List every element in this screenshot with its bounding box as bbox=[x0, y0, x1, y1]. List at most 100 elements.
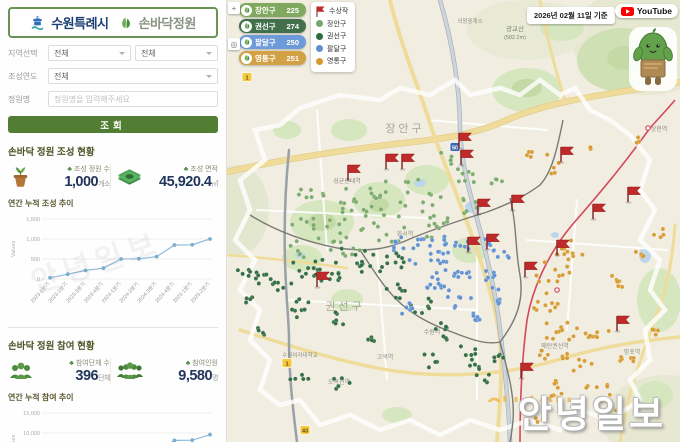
garden-dot-장안구[interactable] bbox=[424, 234, 430, 239]
garden-dot-권선구[interactable] bbox=[336, 383, 341, 389]
garden-dot-장안구[interactable] bbox=[367, 186, 373, 191]
garden-dot-영통구[interactable] bbox=[609, 273, 615, 279]
garden-dot-영통구[interactable] bbox=[535, 299, 541, 305]
garden-dot-영통구[interactable] bbox=[559, 327, 565, 333]
garden-dot-장안구[interactable] bbox=[343, 186, 349, 192]
garden-dot-장안구[interactable] bbox=[381, 212, 387, 218]
garden-dot-영통구[interactable] bbox=[555, 385, 561, 391]
garden-dot-팔달구[interactable] bbox=[501, 249, 507, 255]
garden-dot-장안구[interactable] bbox=[357, 247, 362, 253]
garden-dot-권선구[interactable] bbox=[428, 299, 434, 304]
garden-dot-권선구[interactable] bbox=[291, 260, 296, 265]
garden-dot-권선구[interactable] bbox=[432, 359, 438, 365]
garden-dot-권선구[interactable] bbox=[379, 264, 385, 270]
garden-dot-권선구[interactable] bbox=[384, 254, 390, 259]
garden-dot-장안구[interactable] bbox=[340, 251, 346, 256]
garden-dot-권선구[interactable] bbox=[353, 252, 358, 258]
garden-dot-권선구[interactable] bbox=[430, 352, 436, 357]
garden-dot-팔달구[interactable] bbox=[415, 242, 421, 248]
garden-dot-권선구[interactable] bbox=[329, 271, 335, 277]
garden-dot-팔달구[interactable] bbox=[429, 274, 435, 280]
garden-dot-영통구[interactable] bbox=[653, 332, 659, 338]
garden-dot-권선구[interactable] bbox=[247, 269, 253, 275]
garden-dot-장안구[interactable] bbox=[295, 248, 301, 254]
garden-dot-장안구[interactable] bbox=[383, 189, 388, 195]
award-flag-marker[interactable] bbox=[345, 164, 362, 182]
garden-dot-팔달구[interactable] bbox=[490, 285, 495, 291]
garden-dot-영통구[interactable] bbox=[542, 356, 548, 362]
garden-dot-권선구[interactable] bbox=[243, 300, 249, 305]
garden-dot-영통구[interactable] bbox=[533, 415, 539, 421]
district-pill-팔달구[interactable]: 팔달구 250 bbox=[239, 35, 306, 49]
garden-dot-팔달구[interactable] bbox=[483, 268, 489, 274]
garden-dot-장안구[interactable] bbox=[456, 179, 462, 184]
garden-dot-영통구[interactable] bbox=[634, 140, 639, 145]
garden-dot-권선구[interactable] bbox=[359, 259, 365, 265]
garden-dot-장안구[interactable] bbox=[448, 157, 454, 163]
garden-dot-팔달구[interactable] bbox=[428, 251, 433, 257]
garden-dot-장안구[interactable] bbox=[396, 214, 402, 219]
garden-dot-권선구[interactable] bbox=[438, 320, 444, 326]
garden-dot-영통구[interactable] bbox=[606, 328, 612, 334]
garden-dot-권선구[interactable] bbox=[458, 344, 464, 349]
garden-dot-권선구[interactable] bbox=[340, 321, 346, 327]
garden-dot-영통구[interactable] bbox=[543, 302, 548, 308]
award-flag-marker[interactable] bbox=[484, 233, 501, 251]
garden-dot-권선구[interactable] bbox=[289, 281, 294, 286]
garden-dot-영통구[interactable] bbox=[542, 259, 548, 265]
award-flag-marker[interactable] bbox=[458, 149, 475, 167]
garden-dot-권선구[interactable] bbox=[333, 321, 338, 326]
garden-dot-장안구[interactable] bbox=[466, 169, 471, 175]
garden-dot-장안구[interactable] bbox=[316, 235, 321, 241]
garden-dot-팔달구[interactable] bbox=[471, 313, 476, 319]
garden-dot-영통구[interactable] bbox=[549, 393, 554, 399]
garden-dot-권선구[interactable] bbox=[293, 376, 298, 382]
award-flag-marker[interactable] bbox=[554, 239, 571, 257]
garden-dot-팔달구[interactable] bbox=[427, 243, 433, 249]
garden-dot-권선구[interactable] bbox=[370, 252, 376, 257]
garden-dot-팔달구[interactable] bbox=[445, 294, 451, 300]
garden-dot-팔달구[interactable] bbox=[452, 243, 458, 249]
garden-dot-영통구[interactable] bbox=[619, 284, 625, 290]
garden-dot-권선구[interactable] bbox=[482, 378, 488, 383]
award-flag-marker[interactable] bbox=[465, 236, 482, 254]
garden-dot-장안구[interactable] bbox=[398, 199, 403, 205]
garden-dot-영통구[interactable] bbox=[614, 279, 620, 285]
garden-dot-장안구[interactable] bbox=[294, 238, 299, 244]
region-select-2[interactable]: 전체 bbox=[135, 45, 218, 61]
garden-dot-장안구[interactable] bbox=[327, 217, 333, 223]
garden-dot-영통구[interactable] bbox=[606, 413, 612, 418]
garden-dot-영통구[interactable] bbox=[571, 333, 576, 339]
garden-dot-팔달구[interactable] bbox=[445, 250, 451, 255]
garden-dot-영통구[interactable] bbox=[566, 257, 571, 262]
garden-dot-장안구[interactable] bbox=[298, 216, 304, 222]
garden-dot-영통구[interactable] bbox=[607, 392, 613, 398]
garden-dot-영통구[interactable] bbox=[570, 250, 576, 256]
garden-dot-권선구[interactable] bbox=[306, 376, 311, 382]
garden-dot-권선구[interactable] bbox=[393, 295, 399, 301]
award-flag-marker[interactable] bbox=[456, 132, 473, 150]
award-flag-marker[interactable] bbox=[625, 186, 642, 204]
garden-dot-팔달구[interactable] bbox=[457, 243, 463, 249]
garden-dot-영통구[interactable] bbox=[539, 348, 545, 354]
garden-dot-권선구[interactable] bbox=[472, 362, 478, 367]
garden-dot-권선구[interactable] bbox=[384, 260, 390, 266]
garden-dot-장안구[interactable] bbox=[405, 179, 411, 185]
garden-dot-장안구[interactable] bbox=[401, 225, 407, 230]
garden-dot-권선구[interactable] bbox=[393, 251, 399, 256]
garden-dot-영통구[interactable] bbox=[660, 226, 666, 232]
garden-dot-권선구[interactable] bbox=[443, 324, 449, 330]
garden-dot-장안구[interactable] bbox=[352, 196, 357, 202]
garden-dot-팔달구[interactable] bbox=[442, 242, 448, 247]
garden-dot-권선구[interactable] bbox=[359, 269, 365, 275]
garden-dot-장안구[interactable] bbox=[298, 187, 304, 192]
garden-dot-팔달구[interactable] bbox=[404, 305, 409, 310]
region-select-1[interactable]: 전체 bbox=[48, 45, 131, 61]
garden-dot-영통구[interactable] bbox=[560, 272, 566, 278]
garden-dot-장안구[interactable] bbox=[351, 246, 356, 251]
garden-dot-장안구[interactable] bbox=[369, 191, 374, 196]
garden-dot-장안구[interactable] bbox=[378, 207, 384, 212]
garden-dot-권선구[interactable] bbox=[320, 257, 325, 263]
garden-dot-권선구[interactable] bbox=[339, 375, 345, 381]
garden-dot-권선구[interactable] bbox=[256, 328, 262, 333]
